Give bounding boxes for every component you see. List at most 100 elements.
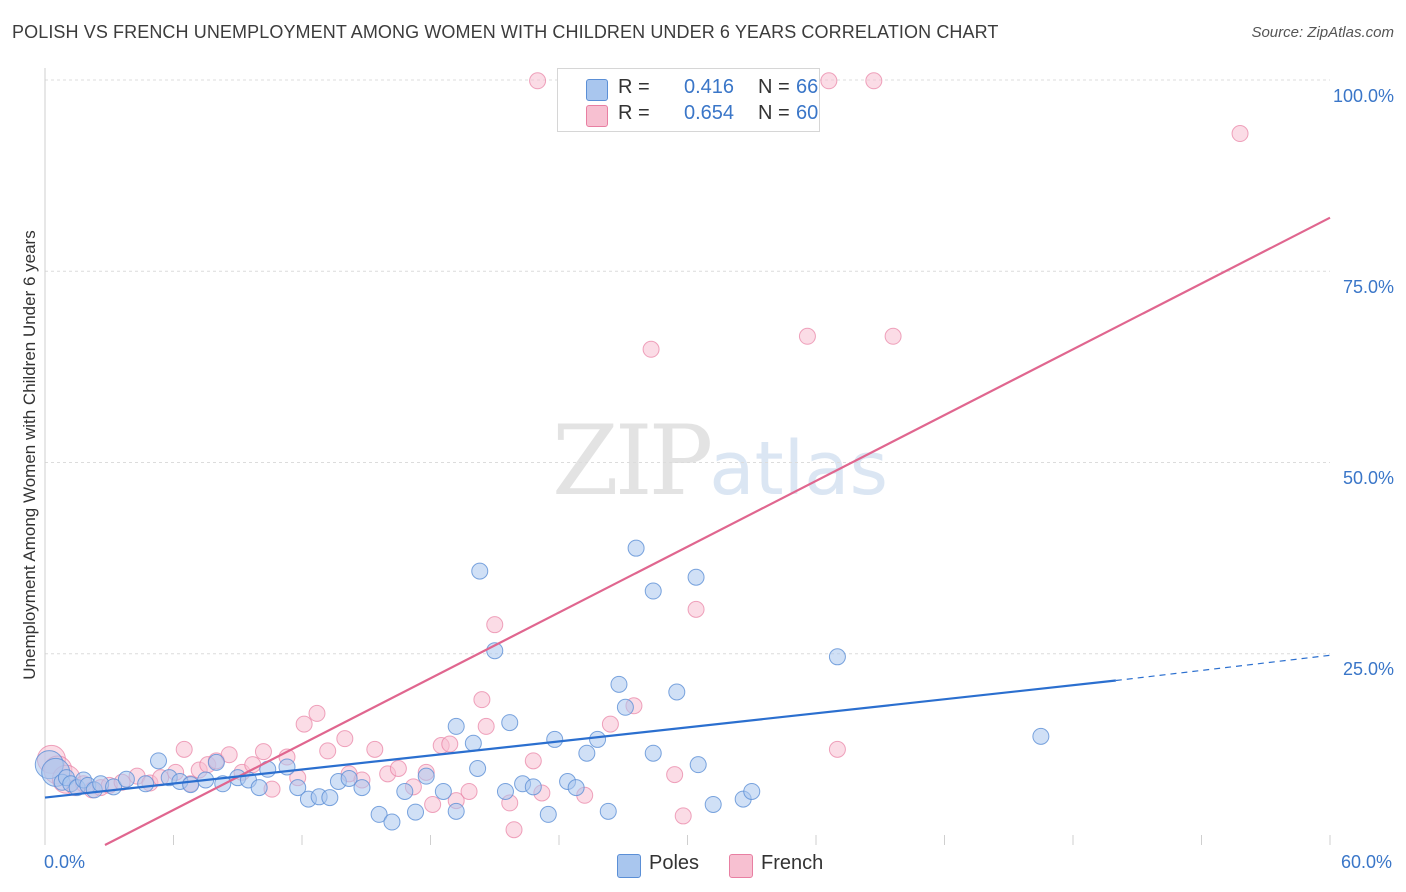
poles-point	[396, 782, 414, 800]
poles-point	[524, 778, 542, 796]
axis-layer	[44, 68, 1331, 845]
poles-swatch	[586, 79, 608, 101]
french-point	[674, 807, 692, 825]
poles-point	[383, 813, 401, 831]
poles-point	[1032, 727, 1050, 745]
legend-r-value: 0.416	[684, 76, 735, 98]
poles-point	[644, 744, 662, 762]
french-point	[865, 72, 883, 90]
french-point	[308, 704, 326, 722]
french-point	[175, 740, 193, 758]
legend-n-value: 60	[796, 102, 819, 124]
poles-point	[250, 779, 268, 797]
french-point	[254, 743, 272, 761]
y-tick-label-50: 50.0%	[1342, 468, 1394, 488]
watermark: ZIPatlas	[552, 405, 888, 517]
poles-point	[689, 756, 707, 774]
poles-point	[370, 805, 388, 823]
poles-point	[567, 779, 585, 797]
legend-n-value: 66	[796, 76, 819, 98]
french-point	[336, 730, 354, 748]
poles-point	[610, 675, 628, 693]
poles-point	[434, 782, 452, 800]
french-point	[524, 752, 542, 770]
x-tick-label-min: 0.0%	[44, 852, 86, 872]
y-tick-label-75: 75.0%	[1342, 277, 1394, 297]
poles-point	[644, 582, 662, 600]
legend-n-label: N =	[758, 76, 790, 98]
french-point	[389, 760, 407, 777]
french-point	[319, 742, 337, 760]
french-point	[666, 766, 684, 784]
poles-point	[447, 717, 465, 735]
chart-title: POLISH VS FRENCH UNEMPLOYMENT AMONG WOME…	[12, 22, 999, 42]
poles-point	[471, 562, 489, 580]
poles-point	[289, 779, 307, 797]
poles-point	[668, 683, 686, 701]
french-legend-label: French	[761, 852, 824, 874]
poles-point	[117, 770, 135, 788]
poles-point	[464, 734, 482, 752]
poles-point	[182, 776, 200, 794]
french-point	[642, 340, 660, 358]
poles-trend-extension	[1115, 654, 1331, 682]
poles-point	[207, 753, 225, 771]
french-point	[295, 715, 313, 733]
french-point	[884, 327, 902, 345]
poles-trend-line	[44, 679, 1116, 799]
poles-point	[599, 802, 617, 820]
y-axis-label: Unemployment Among Women with Children U…	[20, 230, 39, 680]
legend-n-label: N =	[758, 102, 790, 124]
poles-points	[34, 539, 1050, 831]
poles-point	[704, 795, 722, 813]
french-point	[473, 691, 491, 709]
poles-point	[496, 782, 514, 800]
correlation-legend: R = 0.416 N = 66 R = 0.654 N = 60	[557, 68, 820, 132]
poles-point	[150, 752, 168, 770]
poles-point	[589, 730, 607, 748]
legend-r-value: 0.654	[684, 102, 735, 124]
poles-point	[616, 698, 634, 716]
french-point	[366, 740, 384, 758]
french-point	[460, 782, 478, 800]
french-point	[477, 717, 495, 735]
poles-point	[743, 782, 761, 800]
french-point	[601, 715, 619, 733]
poles-point	[687, 568, 705, 586]
poles-legend-label: Poles	[649, 852, 700, 874]
legend-r-label: R =	[618, 102, 650, 124]
french-point	[486, 616, 504, 634]
french-trend-line	[104, 216, 1331, 846]
poles-point	[417, 767, 435, 785]
poles-point	[501, 714, 519, 732]
y-tick-label-100: 100.0%	[1332, 86, 1394, 106]
poles-point	[321, 789, 339, 807]
french-swatch	[586, 105, 608, 127]
poles-point	[340, 769, 358, 787]
french-point	[424, 795, 442, 813]
legend-r-label: R =	[618, 76, 650, 98]
poles-point	[627, 539, 645, 557]
french-point	[441, 735, 459, 753]
poles-point	[469, 760, 487, 777]
x-tick-label-max: 60.0%	[1340, 852, 1392, 872]
poles-point	[578, 744, 596, 762]
french-point	[1231, 125, 1249, 143]
french-point	[529, 72, 547, 90]
french-point	[505, 821, 523, 839]
poles-point	[539, 805, 557, 823]
y-tick-label-25: 25.0%	[1342, 659, 1394, 679]
trend-layer	[44, 216, 1331, 846]
french-point	[798, 327, 816, 345]
poles-point	[828, 648, 846, 666]
watermark-zip: ZIP	[552, 405, 713, 517]
french-point	[820, 72, 838, 90]
poles-point	[546, 730, 564, 748]
poles-point	[447, 802, 465, 820]
french-point	[687, 600, 705, 618]
poles-point	[353, 779, 371, 797]
french-point	[220, 746, 238, 764]
poles-point	[407, 803, 425, 821]
french-point	[828, 740, 846, 758]
